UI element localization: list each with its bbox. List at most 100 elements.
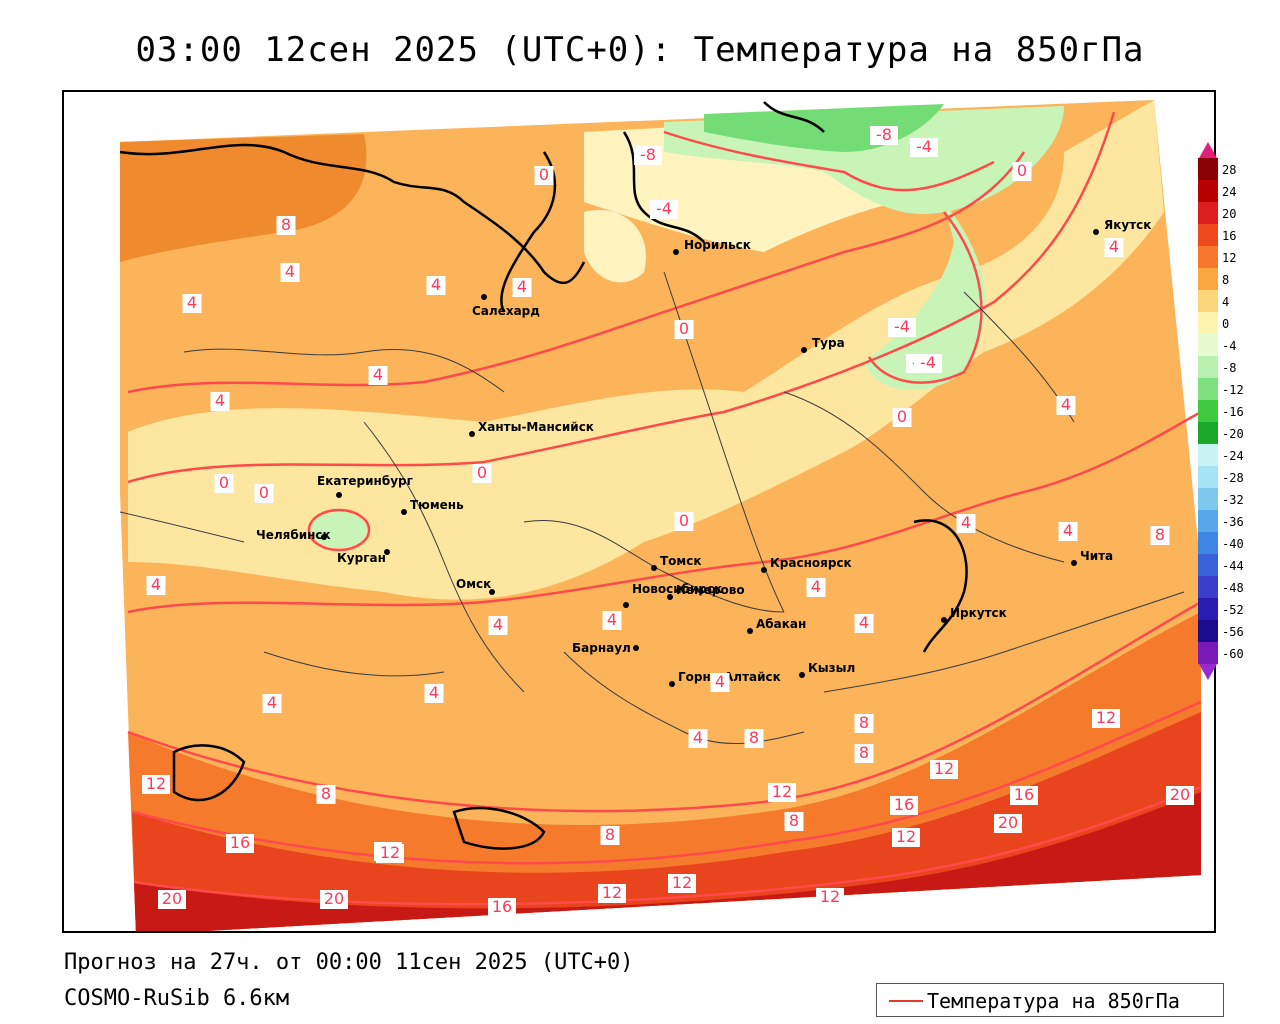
isotherm-label-bg — [1166, 786, 1194, 805]
isotherm-label-bg — [254, 484, 274, 503]
city-marker — [941, 617, 947, 623]
colorbar-tick-label: 28 — [1222, 163, 1237, 177]
isotherm-label-bg — [890, 796, 918, 815]
isotherm-label-bg — [276, 216, 296, 235]
isotherm-label-bg — [146, 576, 166, 595]
colorbar-segment — [1198, 444, 1218, 466]
map-title: 03:00 12сен 2025 (UTC+0): Температура на… — [135, 30, 1145, 70]
colorbar-tick-label: -4 — [1222, 339, 1237, 353]
isotherm-label-bg — [854, 744, 874, 763]
isotherm-label-bg — [534, 166, 554, 185]
isotherm-label-bg — [688, 729, 708, 748]
city-marker — [336, 492, 342, 498]
isotherm-label-bg — [1010, 786, 1038, 805]
colorbar-tick-label: 24 — [1222, 185, 1237, 199]
isotherm-label-bg — [512, 278, 532, 297]
cities-layer: Норильск Якутск Салехард Тура Ханты-Мансийск… — [256, 218, 1151, 687]
isotherm-label: 0 — [1017, 161, 1027, 180]
map-canvas: Норильск Якутск Салехард Тура Ханты-Мансийск… — [119, 100, 1202, 931]
city-label: Красноярск — [770, 556, 852, 570]
isotherm-label: 8 — [281, 215, 291, 234]
isotherm-label: 16 — [492, 897, 512, 916]
isotherm-label-bg — [488, 616, 508, 635]
isotherm-label-bg — [158, 890, 186, 909]
isotherm-labels-layer: -8 -4 -8 -4 0 0 8 4 4 4 4 4 4 0 -4 -4 4 0 0 0 0 0 4 4 4 4 4 8 4 4 4 4 4 8… — [142, 125, 1194, 917]
isotherm-label: 4 — [859, 613, 869, 632]
isotherm-label-bg — [376, 844, 404, 863]
city-marker — [799, 672, 805, 678]
isotherm-label: 8 — [859, 743, 869, 762]
colorbar-tick-label: -24 — [1222, 449, 1244, 463]
isotherm-label-bg — [994, 814, 1022, 833]
colorbar-segment — [1198, 378, 1218, 400]
isotherm-label-bg — [368, 366, 388, 385]
isotherm-label-bg — [668, 874, 696, 893]
colorbar-segment — [1198, 224, 1218, 246]
isotherm-label-bg — [316, 785, 336, 804]
colorbar-segment — [1198, 334, 1218, 356]
city-label: Норильск — [684, 238, 751, 252]
colorbar-tick-label: -8 — [1222, 361, 1237, 375]
colorbar-segment — [1198, 510, 1218, 532]
field-yamal-cool — [584, 210, 646, 283]
colorbar-segment — [1198, 246, 1218, 268]
city-label: Салехард — [472, 304, 540, 318]
city-label: Иркутск — [950, 606, 1007, 620]
model-info: COSMO-RuSib 6.6км — [64, 986, 290, 1011]
colorbar-tick-label: -20 — [1222, 427, 1244, 441]
isotherm-label-bg — [1092, 709, 1120, 728]
isotherm-label-bg — [892, 408, 912, 427]
isotherm-label-bg — [634, 146, 662, 165]
isotherm-label-bg — [1056, 396, 1076, 415]
colorbar-segment — [1198, 400, 1218, 422]
isotherm-label-bg — [914, 354, 942, 373]
city-label: Курган — [337, 551, 386, 565]
isotherm-label: 20 — [998, 813, 1018, 832]
forecast-info: Прогноз на 27ч. от 00:00 11сен 2025 (UTC… — [64, 950, 634, 975]
isotherm-label-bg — [142, 775, 170, 794]
colorbar-tick-label: -48 — [1222, 581, 1244, 595]
city-label: Новосибирск — [632, 582, 722, 596]
colorbar-segment — [1198, 268, 1218, 290]
isotherm-label: 4 — [373, 365, 383, 384]
field-nw-warm — [120, 134, 367, 262]
isotherm-label-bg — [320, 890, 348, 909]
isotherm-label-bg — [744, 729, 764, 748]
isotherm-label: -4 — [920, 353, 936, 372]
isotherm-label: 0 — [259, 483, 269, 502]
isotherm-label: 12 — [1096, 708, 1116, 727]
city-marker — [667, 594, 673, 600]
field-taimyr-green — [864, 202, 986, 391]
isotherm-label-bg — [280, 263, 300, 282]
city-label: Томск — [660, 554, 702, 568]
isotherm-label: 12 — [772, 782, 792, 801]
colorbar-segment — [1198, 356, 1218, 378]
colorbar-tick-label: 20 — [1222, 207, 1237, 221]
isotherm-label: 4 — [285, 262, 295, 281]
colorbar-tick-label: 0 — [1222, 317, 1230, 331]
isotherm-label: 4 — [429, 683, 439, 702]
isotherm-label: 0 — [679, 511, 689, 530]
city-label: Тюмень — [410, 498, 464, 512]
colorbar-tick-label: -16 — [1222, 405, 1244, 419]
city-marker — [747, 628, 753, 634]
city-marker — [673, 249, 679, 255]
city-marker — [384, 549, 390, 555]
isotherm-label: 12 — [896, 827, 916, 846]
city-marker — [489, 589, 495, 595]
colorbar-segment — [1198, 532, 1218, 554]
colorbar-segment — [1198, 598, 1218, 620]
colorbar-segment — [1198, 290, 1218, 312]
colorbar-tick-label: -40 — [1222, 537, 1244, 551]
isotherm-label: 4 — [493, 615, 503, 634]
isotherm-label: -4 — [894, 317, 910, 336]
colorbar-tick-label: -36 — [1222, 515, 1244, 529]
city-label: Екатеринбург — [317, 474, 413, 488]
city-marker — [801, 347, 807, 353]
field-band-20 — [134, 792, 1201, 931]
colorbar-segment — [1198, 554, 1218, 576]
isotherm-label-bg — [1104, 238, 1124, 257]
city-label: Барнаул — [572, 641, 631, 655]
isotherm-label: -4 — [916, 137, 932, 156]
isotherm-label-bg — [598, 884, 626, 903]
